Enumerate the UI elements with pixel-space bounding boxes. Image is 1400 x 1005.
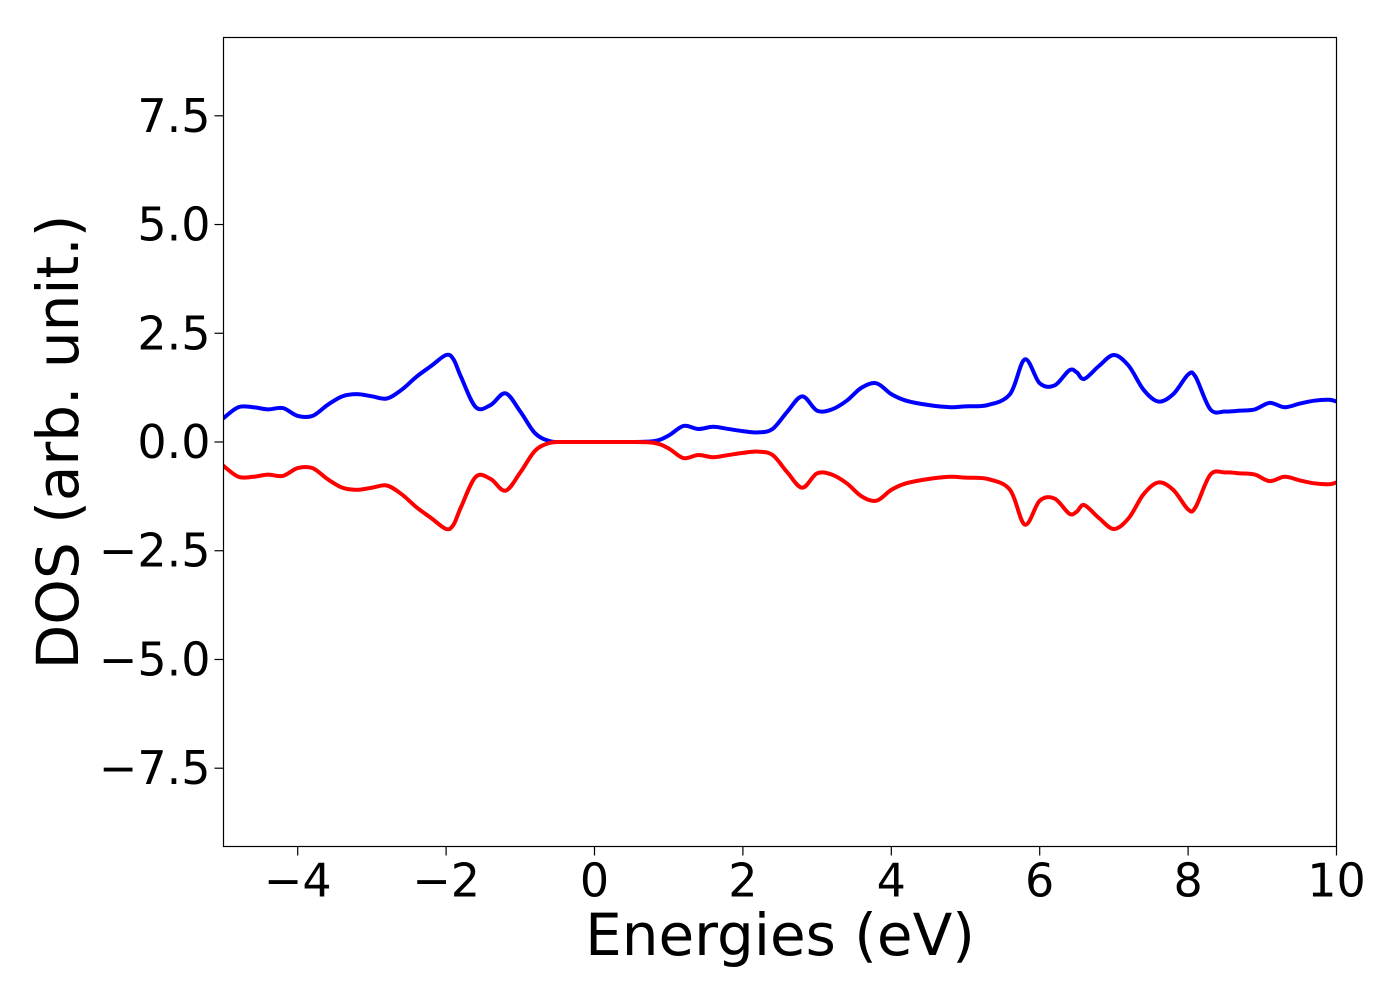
x-tick-label: 8 [1173, 854, 1202, 908]
plot-frame [222, 36, 1338, 848]
series-layer [223, 352, 1337, 532]
y-tick-label: 2.5 [137, 306, 210, 360]
x-tick-label: −4 [264, 854, 332, 908]
y-axis-title: DOS (arb. unit.) [24, 215, 92, 670]
y-tick-label: 5.0 [137, 198, 210, 252]
x-tick-label: 2 [728, 854, 757, 908]
y-axis-ticks: 7.5 5.0 2.5 0.0 −2.5 −5.0 −7.5 [99, 89, 224, 795]
y-tick-label: 0.0 [137, 415, 210, 469]
series-line-spin-up [223, 352, 1337, 445]
y-tick-label: −7.5 [99, 741, 211, 795]
x-tick-label: 4 [877, 854, 906, 908]
x-axis-ticks: −4 −2 0 2 4 6 8 10 [264, 846, 1366, 908]
y-tick-label: 7.5 [137, 89, 210, 143]
x-tick-label: 10 [1307, 854, 1366, 908]
x-tick-label: 0 [580, 854, 609, 908]
series-line-spin-down [223, 439, 1337, 532]
y-tick-label: −5.0 [99, 632, 211, 686]
y-tick-label: −2.5 [99, 524, 211, 578]
x-axis-title: Energies (eV) [585, 901, 975, 969]
x-tick-label: 6 [1025, 854, 1054, 908]
x-tick-label: −2 [412, 854, 480, 908]
